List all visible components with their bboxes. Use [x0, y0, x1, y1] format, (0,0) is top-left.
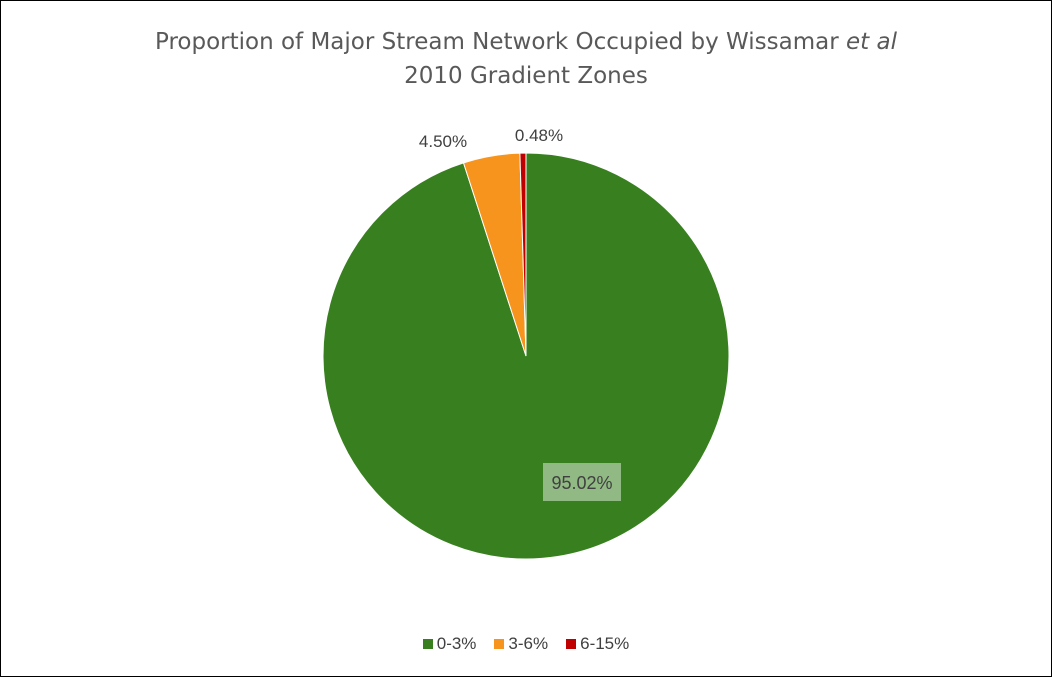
chart-title-line1: Proportion of Major Stream Network Occup…	[155, 29, 839, 55]
chart-legend: 0-3% 3-6% 6-15%	[1, 634, 1051, 654]
data-label-0-3-group: 95.02%	[543, 463, 621, 501]
data-label-box	[543, 463, 621, 501]
legend-label-0-3: 0-3%	[436, 634, 477, 653]
chart-title: Proportion of Major Stream Network Occup…	[1, 25, 1051, 93]
legend-item-6-15: 6-15%	[566, 634, 629, 654]
data-label-6-15: 0.48%	[515, 126, 563, 145]
legend-item-3-6: 3-6%	[494, 634, 548, 654]
chart-title-line2: 2010 Gradient Zones	[404, 63, 648, 89]
legend-swatch-3-6	[494, 639, 505, 649]
slice-6-15	[519, 152, 527, 357]
legend-swatch-6-15	[566, 639, 577, 649]
chart-title-italic: et al	[846, 29, 897, 55]
legend-label-3-6: 3-6%	[508, 634, 549, 653]
legend-swatch-0-3	[422, 639, 433, 649]
data-label-3-6: 4.50%	[419, 132, 467, 151]
legend-item-0-3: 0-3%	[422, 634, 477, 654]
data-label-0-3: 95.02%	[551, 473, 612, 493]
legend-label-6-15: 6-15%	[580, 634, 630, 653]
